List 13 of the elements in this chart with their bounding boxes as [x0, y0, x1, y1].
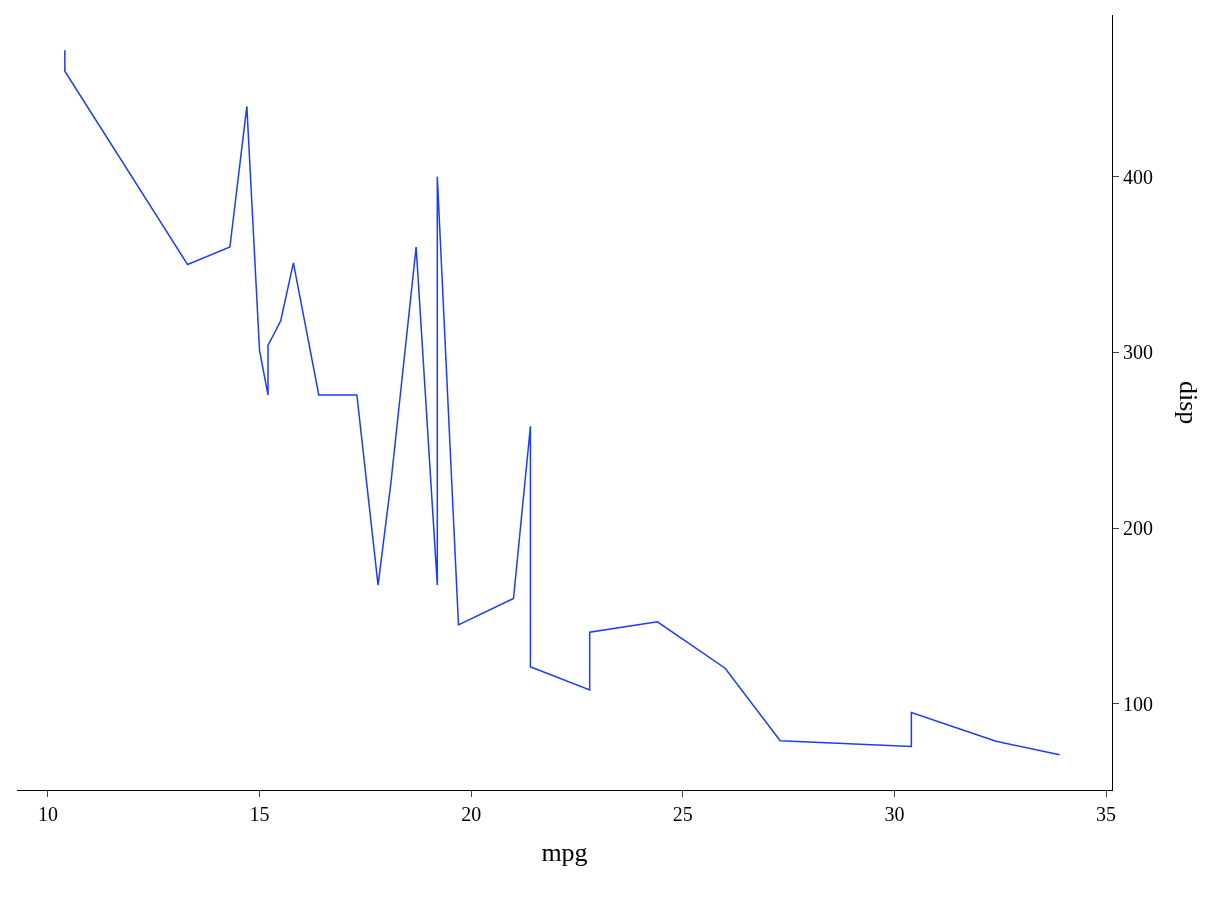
- y-tick-label: 300: [1123, 341, 1153, 364]
- y-axis-title: disp: [1174, 380, 1204, 425]
- y-tick-label: 400: [1123, 165, 1153, 188]
- x-tick-label: 10: [37, 803, 58, 825]
- x-tick-label: 35: [1096, 803, 1117, 825]
- x-tick-label: 20: [461, 803, 482, 825]
- x-tick-label: 30: [884, 803, 905, 825]
- x-tick-label: 25: [672, 803, 693, 825]
- y-tick-label: 100: [1123, 692, 1153, 715]
- x-axis-title: mpg: [541, 837, 588, 867]
- x-tick-label: 15: [249, 803, 270, 825]
- y-tick-label: 200: [1123, 517, 1153, 540]
- line-series: [64, 49, 1061, 756]
